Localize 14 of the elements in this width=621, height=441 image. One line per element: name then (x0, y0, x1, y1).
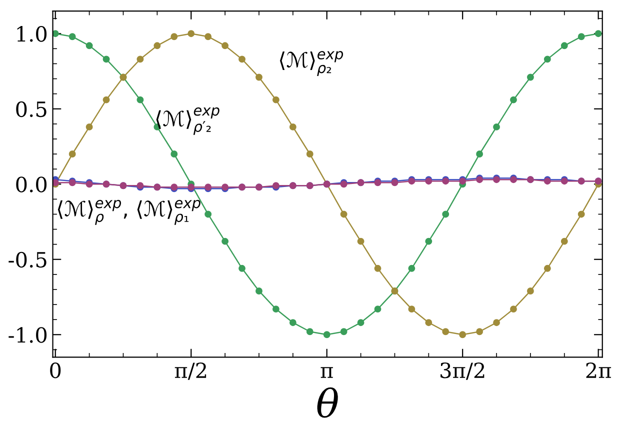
y-tick-label: -1.0 (8, 327, 47, 343)
annotation: ⟨ℳ⟩$^{exp}$$_{ρ₂}$ (280, 51, 344, 76)
x-tick-label: π/2 (174, 362, 206, 380)
y-tick-label: 0.5 (16, 101, 46, 118)
x-tick-label: 2π (586, 362, 612, 378)
x-tick-label: 3π/2 (440, 362, 484, 380)
y-tick-label: 0.0 (16, 176, 47, 192)
y-tick-label: 1.0 (17, 26, 47, 42)
x-tick-label: π (320, 367, 333, 378)
y-tick-label: -0.5 (8, 252, 46, 268)
annotation: ⟨ℳ⟩$^{exp}$$_{ρ′₂}$ (156, 107, 220, 135)
x-tick-label: 0 (50, 362, 61, 378)
x-axis-title: θ (317, 387, 338, 418)
text: ⟨ℳ⟩$^{exp}$$_{ρ}$, ⟨ℳ⟩$^{exp}$$_{ρ₁}$ (58, 200, 200, 225)
